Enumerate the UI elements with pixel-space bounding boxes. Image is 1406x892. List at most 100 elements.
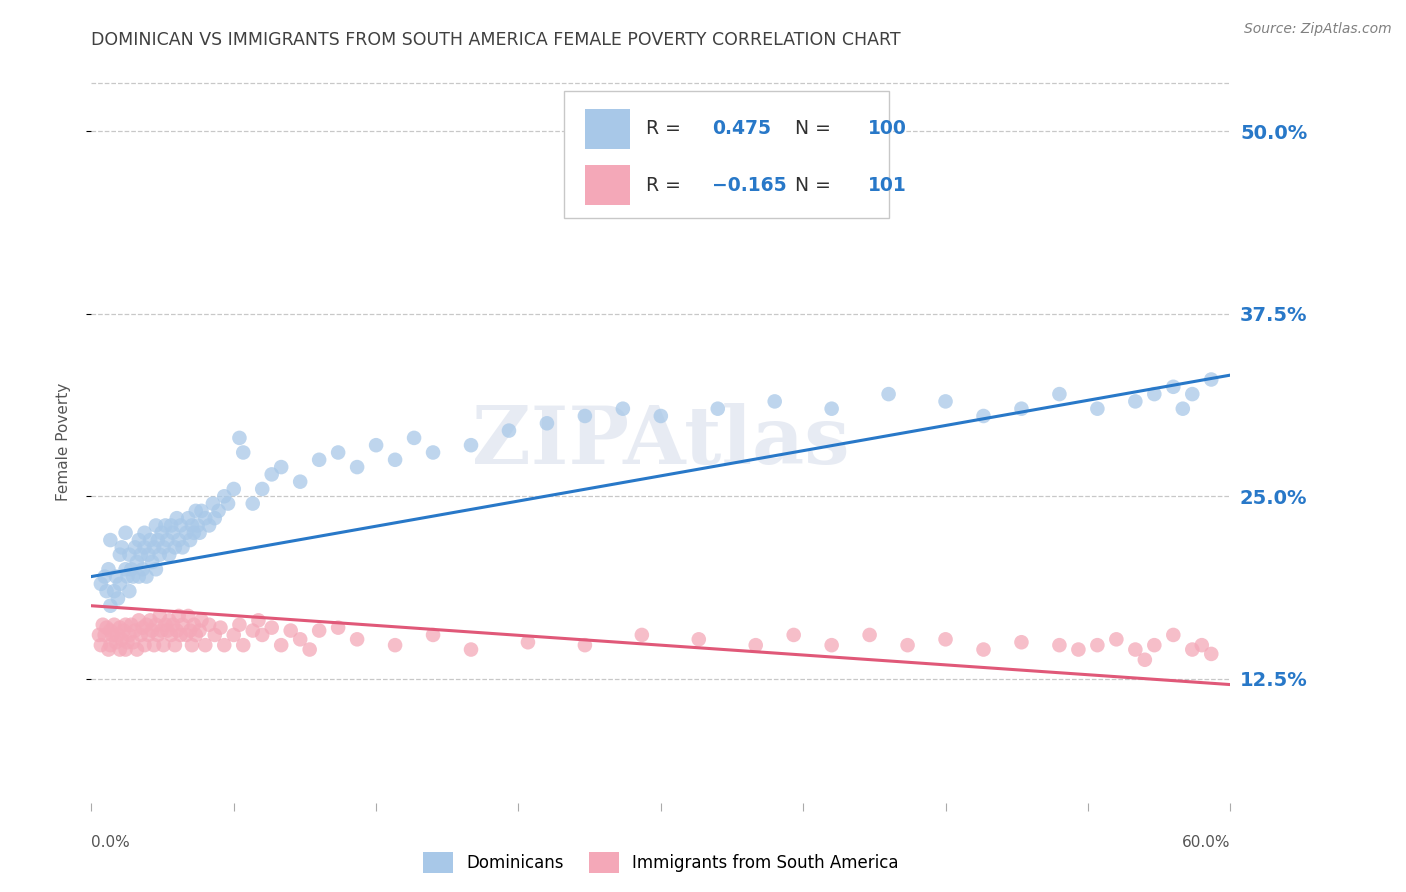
Point [194, 511, 217, 525]
Point [650, 409, 672, 423]
Point [198, 518, 221, 533]
Point [174, 628, 197, 642]
Point [188, 525, 211, 540]
Text: DOMINICAN VS IMMIGRANTS FROM SOUTH AMERICA FEMALE POVERTY CORRELATION CHART: DOMINICAN VS IMMIGRANTS FROM SOUTH AMERI… [91, 31, 901, 49]
Point [290, 475, 312, 489]
Point [90, 638, 112, 652]
Point [108, 577, 131, 591]
Point [134, 541, 156, 555]
FancyBboxPatch shape [585, 165, 630, 205]
Point [574, 409, 596, 423]
Point [124, 624, 146, 638]
Point [129, 548, 152, 562]
Point [87, 628, 110, 642]
Point [166, 624, 188, 638]
Point [129, 628, 152, 642]
Point [204, 628, 226, 642]
Point [1133, 653, 1156, 667]
Point [1201, 647, 1223, 661]
Point [160, 518, 183, 533]
Point [134, 525, 156, 540]
Point [1181, 387, 1204, 401]
Point [172, 541, 194, 555]
Point [517, 635, 540, 649]
Point [1087, 638, 1109, 652]
Point [128, 569, 150, 583]
Point [934, 394, 956, 409]
Point [117, 569, 139, 583]
Point [290, 632, 312, 647]
Point [146, 628, 169, 642]
Point [118, 584, 141, 599]
Text: N =: N = [783, 120, 837, 138]
Point [131, 562, 153, 576]
Point [260, 621, 283, 635]
Point [156, 533, 179, 547]
Point [145, 518, 167, 533]
Point [152, 638, 174, 652]
Point [1143, 387, 1166, 401]
Point [460, 642, 482, 657]
Point [108, 621, 131, 635]
Point [209, 621, 232, 635]
Point [308, 624, 330, 638]
Point [167, 533, 190, 547]
Point [114, 525, 136, 540]
Point [897, 638, 920, 652]
Point [763, 394, 786, 409]
Point [135, 569, 157, 583]
Point [1067, 642, 1090, 657]
Point [139, 533, 162, 547]
Point [108, 642, 131, 657]
Point [98, 599, 121, 613]
Point [190, 613, 212, 627]
Point [111, 541, 134, 555]
Point [934, 632, 956, 647]
Point [122, 635, 145, 649]
Point [242, 624, 264, 638]
Point [107, 628, 129, 642]
Point [222, 482, 245, 496]
Point [1181, 642, 1204, 657]
Point [821, 638, 844, 652]
Point [188, 624, 211, 638]
Point [138, 628, 160, 642]
Point [128, 533, 150, 547]
Point [162, 525, 184, 540]
Point [270, 460, 292, 475]
Point [125, 642, 148, 657]
Point [177, 511, 200, 525]
Point [364, 438, 387, 452]
Point [125, 555, 148, 569]
Point [250, 482, 273, 496]
Point [139, 613, 162, 627]
Point [145, 617, 167, 632]
Point [143, 638, 166, 652]
Point [688, 632, 710, 647]
Point [150, 525, 173, 540]
Point [114, 642, 136, 657]
Point [384, 452, 406, 467]
Point [422, 445, 444, 459]
Point [250, 628, 273, 642]
Point [93, 628, 115, 642]
Point [105, 635, 128, 649]
Point [574, 638, 596, 652]
Point [96, 584, 118, 599]
Point [134, 638, 156, 652]
Point [782, 628, 804, 642]
Point [1049, 638, 1071, 652]
Legend: Dominicans, Immigrants from South America: Dominicans, Immigrants from South Americ… [416, 846, 905, 880]
FancyBboxPatch shape [585, 109, 630, 149]
Point [155, 518, 177, 533]
Point [198, 617, 221, 632]
Point [101, 628, 124, 642]
Point [1143, 638, 1166, 652]
Point [232, 638, 254, 652]
Point [821, 401, 844, 416]
Point [177, 609, 200, 624]
Point [90, 577, 112, 591]
Point [858, 628, 880, 642]
Point [143, 541, 166, 555]
Point [98, 533, 121, 547]
